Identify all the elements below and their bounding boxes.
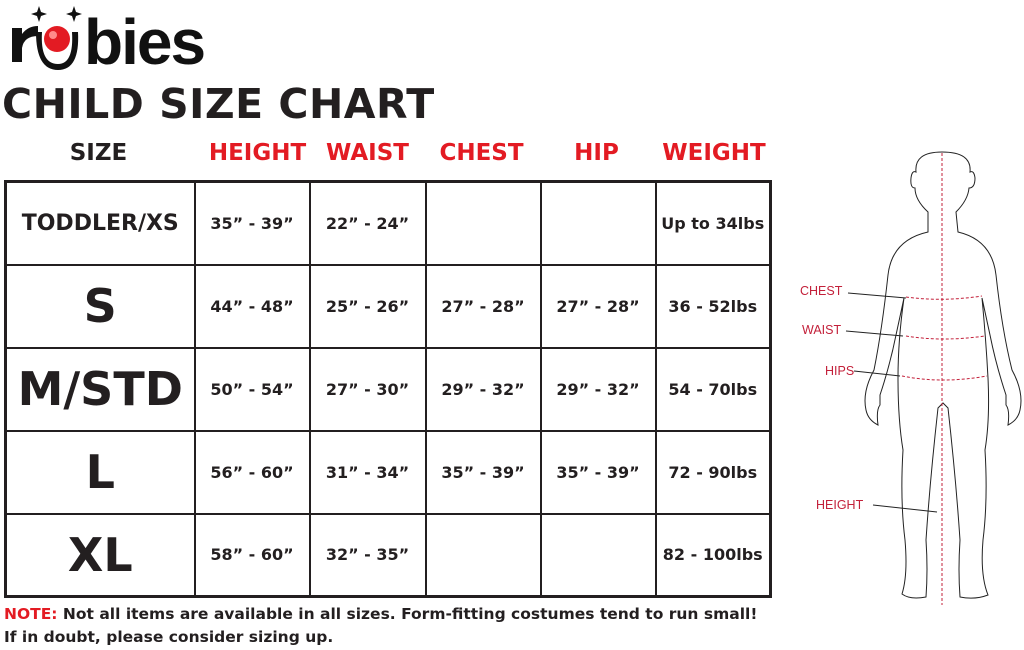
note: NOTE: Not all items are available in all…: [4, 603, 757, 649]
cell-hip: 27” - 28”: [539, 263, 657, 349]
cell-size: S: [4, 263, 196, 349]
cell-height: 58” - 60”: [193, 512, 311, 598]
table-row: TODDLER/XS 35” - 39” 22” - 24” Up to 34lbs: [4, 180, 772, 266]
figure-label-chest: CHEST: [800, 284, 843, 298]
cell-waist: 25” - 26”: [308, 263, 427, 349]
cell-weight: Up to 34lbs: [654, 180, 772, 266]
cell-chest: 29” - 32”: [424, 346, 542, 432]
note-line1: Not all items are available in all sizes…: [57, 605, 758, 623]
cell-height: 50” - 54”: [193, 346, 311, 432]
page-title: CHILD SIZE CHART: [2, 80, 435, 128]
rubies-logo: bies: [2, 2, 232, 70]
note-label: NOTE:: [4, 605, 58, 623]
cell-height: 56” - 60”: [193, 429, 311, 515]
cell-waist: 22” - 24”: [308, 180, 427, 266]
cell-size: L: [4, 429, 196, 515]
cell-waist: 32” - 35”: [308, 512, 427, 598]
cell-height: 44” - 48”: [193, 263, 311, 349]
column-header-chest: CHEST: [439, 140, 524, 166]
size-chart-table: TODDLER/XS 35” - 39” 22” - 24” Up to 34lbs S…: [4, 180, 772, 598]
table-row: M/STD 50” - 54” 27” - 30” 29” - 32” 29” - 32…: [4, 346, 772, 432]
figure-label-hips: HIPS: [825, 364, 855, 378]
note-line2: If in doubt, please consider sizing up.: [4, 628, 334, 646]
figure-label-waist: WAIST: [802, 323, 842, 337]
cell-weight: 82 - 100lbs: [654, 512, 772, 598]
figure-label-height: HEIGHT: [816, 498, 864, 512]
column-header-weight: WEIGHT: [662, 140, 766, 166]
cell-waist: 27” - 30”: [308, 346, 427, 432]
cell-chest: [424, 180, 542, 266]
cell-hip: 29” - 32”: [539, 346, 657, 432]
svg-text:bies: bies: [84, 6, 204, 70]
column-header-hip: HIP: [574, 140, 619, 166]
cell-chest: 27” - 28”: [424, 263, 542, 349]
cell-size: M/STD: [4, 346, 196, 432]
cell-weight: 36 - 52lbs: [654, 263, 772, 349]
cell-size: TODDLER/XS: [4, 180, 196, 266]
cell-waist: 31” - 34”: [308, 429, 427, 515]
table-row: XL 58” - 60” 32” - 35” 82 - 100lbs: [4, 512, 772, 598]
cell-hip: 35” - 39”: [539, 429, 657, 515]
table-row: S 44” - 48” 25” - 26” 27” - 28” 27” - 28” 36 …: [4, 263, 772, 349]
cell-hip: [539, 512, 657, 598]
cell-hip: [539, 180, 657, 266]
column-header-waist: WAIST: [326, 140, 409, 166]
body-measurement-figure: CHEST WAIST HIPS HEIGHT: [780, 140, 1024, 620]
column-header-height: HEIGHT: [208, 140, 307, 166]
cell-chest: [424, 512, 542, 598]
cell-weight: 54 - 70lbs: [654, 346, 772, 432]
cell-size: XL: [4, 512, 196, 598]
cell-chest: 35” - 39”: [424, 429, 542, 515]
cell-height: 35” - 39”: [193, 180, 311, 266]
column-header-size: SIZE: [69, 140, 128, 166]
table-row: L 56” - 60” 31” - 34” 35” - 39” 35” - 39” 72 …: [4, 429, 772, 515]
cell-weight: 72 - 90lbs: [654, 429, 772, 515]
